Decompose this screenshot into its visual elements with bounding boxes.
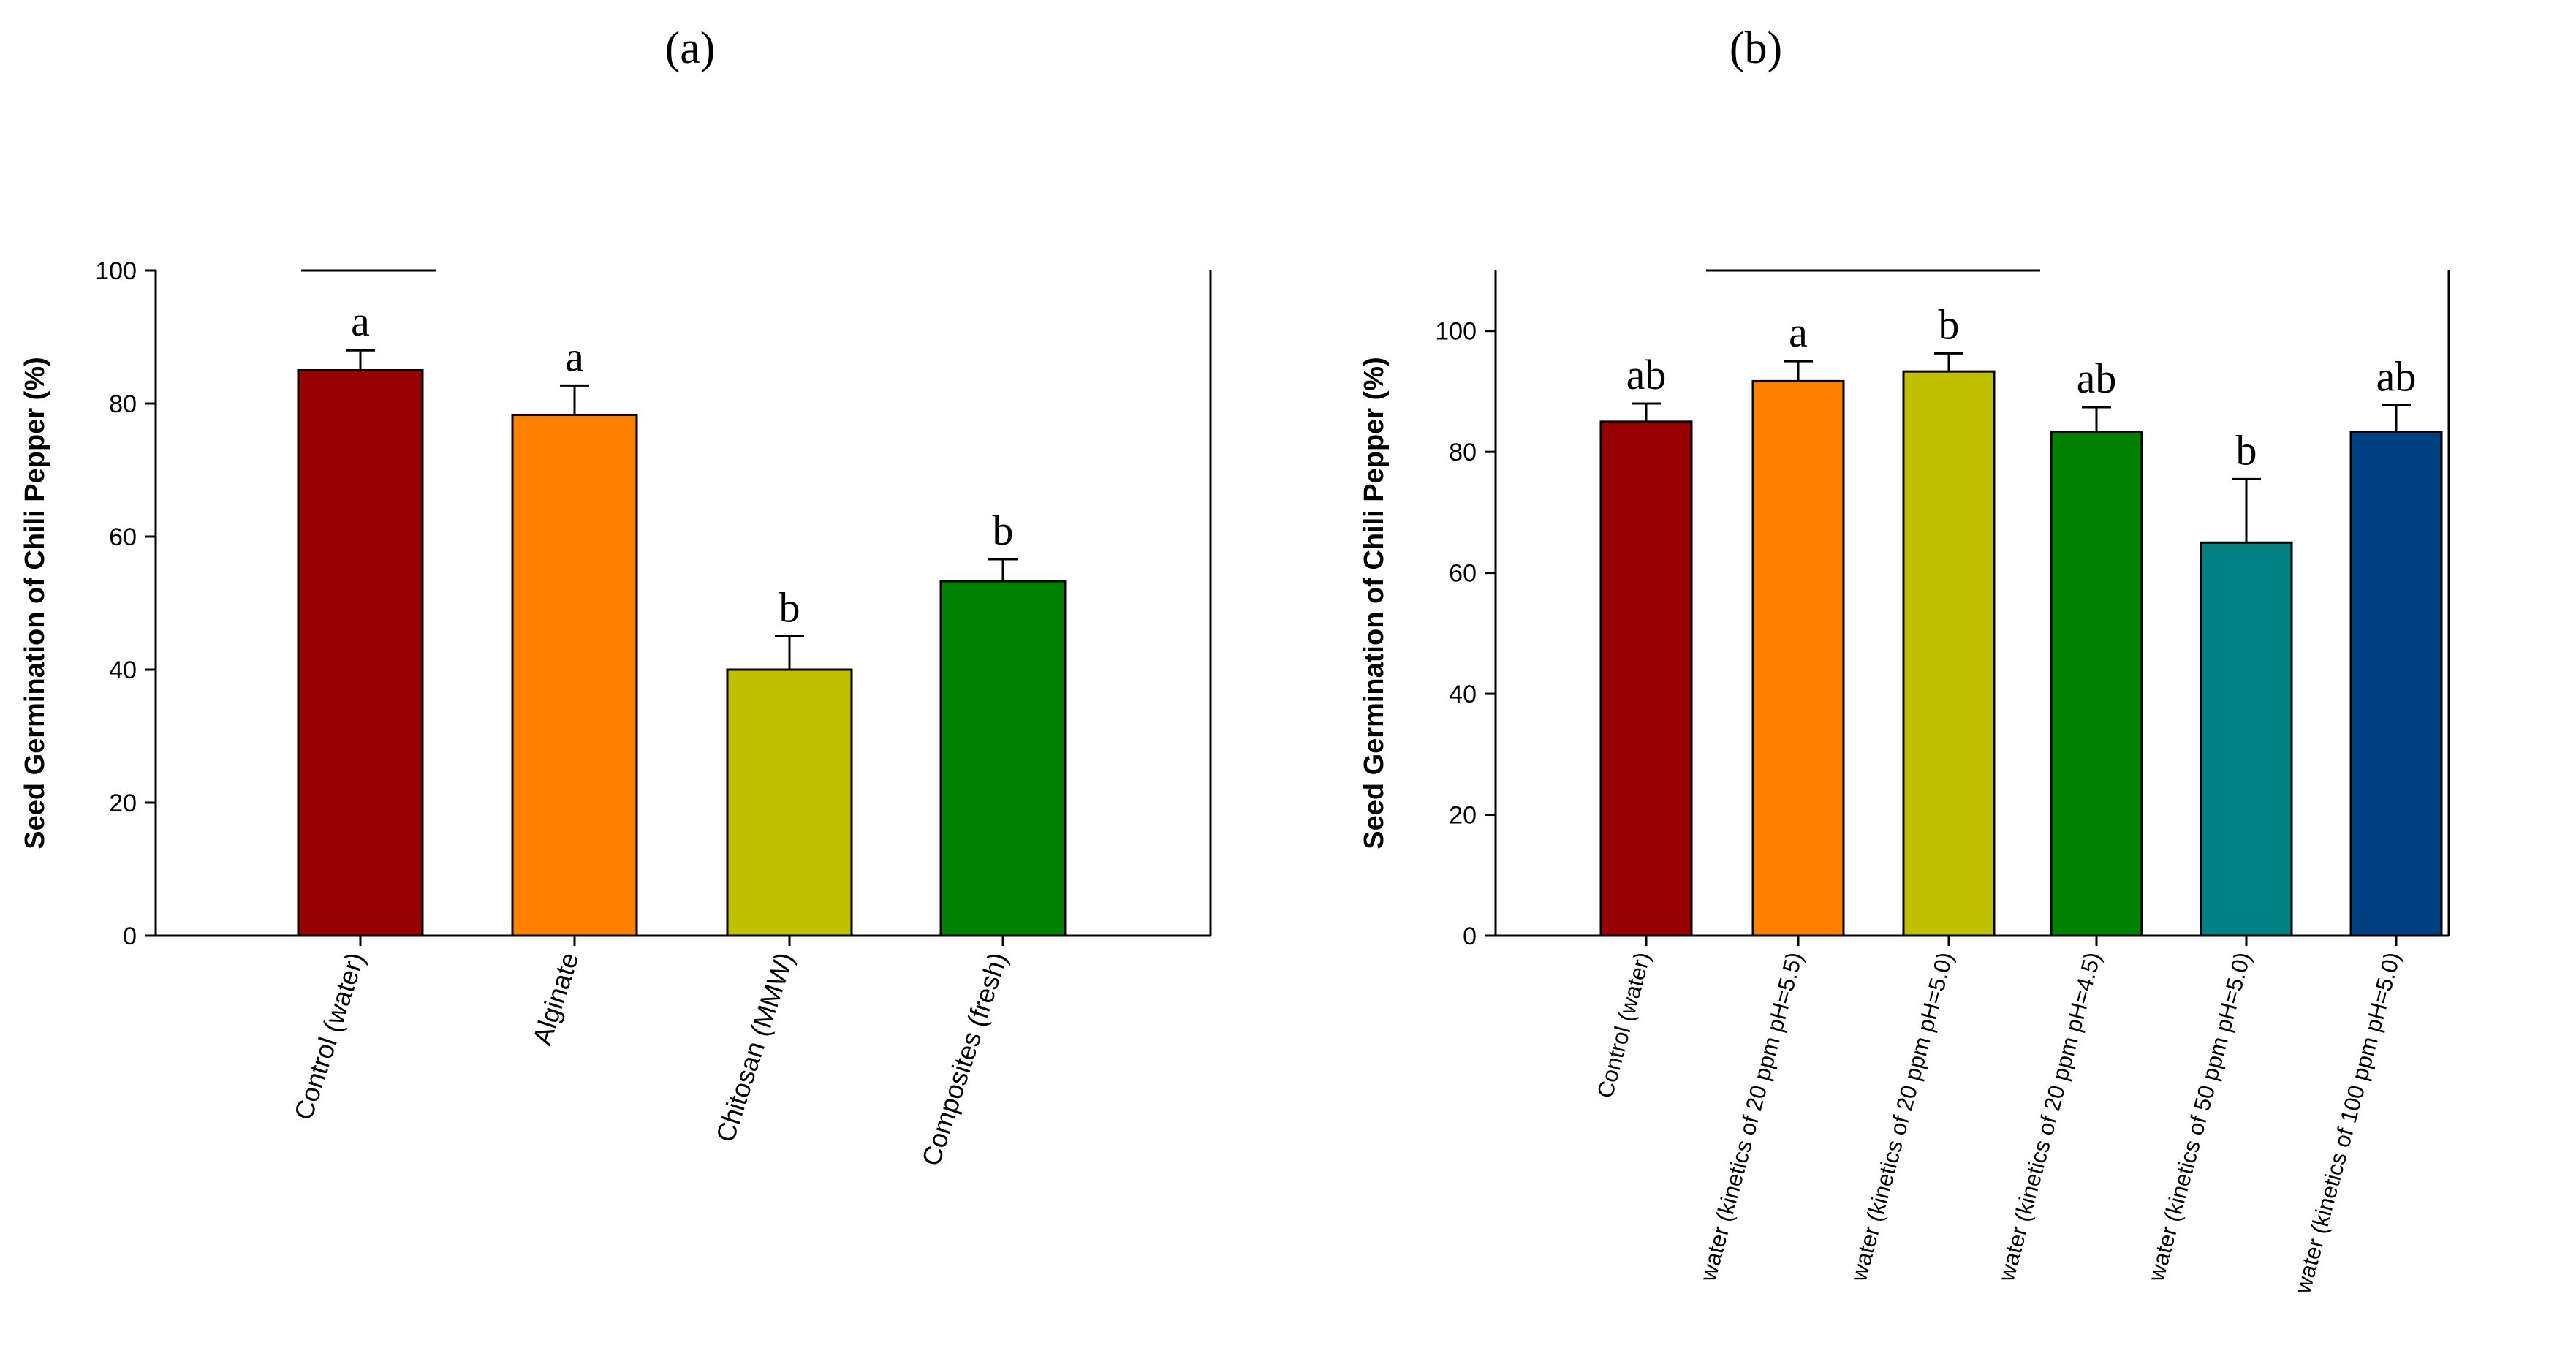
chart-b-significance-2: b <box>1939 300 1960 348</box>
chart-b-bar-2 <box>1902 370 1996 937</box>
chart-b-y-tick-label-3: 60 <box>1449 560 1477 588</box>
panel-label-b: (b) <box>1730 23 1782 73</box>
chart-b-bar-4 <box>2200 541 2293 937</box>
panel-label-a: (a) <box>665 23 716 73</box>
chart-a-y-tick-label-1: 20 <box>109 789 137 817</box>
chart-a-significance-2: b <box>779 584 800 632</box>
chart-a-bar-2 <box>726 668 853 937</box>
chart-a-bar-3 <box>939 580 1067 937</box>
chart-a-category-label-2: Chitosan (MMW) <box>710 949 799 1146</box>
chart-b: 0 20 40 60 80 100 Seed Germination of Chili Pe… <box>1359 269 2450 1297</box>
chart-a-y-tick-label-2: 40 <box>109 656 137 684</box>
chart-a-y-tick-label-5: 100 <box>95 257 137 285</box>
chart-b-significance-4: b <box>2236 426 2257 474</box>
chart-b-y-tick-label-2: 40 <box>1449 681 1477 708</box>
chart-b-y-axis-title: Seed Germination of Chili Pepper (%) <box>1359 357 1390 849</box>
chart-b-bar-5 <box>2349 431 2443 937</box>
chart-a: 0 20 40 60 80 100 Seed Germination of Chili Pe… <box>20 257 1212 1170</box>
chart-a-significance-1: a <box>565 333 584 380</box>
chart-b-bar-3 <box>2050 431 2143 937</box>
chart-a-significance-0: a <box>351 298 370 345</box>
chart-b-category-label-2: water (kinetics of 20 ppm pH=5.0) <box>1846 950 1958 1285</box>
chart-a-bar-1 <box>511 413 638 937</box>
chart-b-category-label-4: water (kinetics of 50 ppm pH=5.0) <box>2143 950 2256 1285</box>
chart-b-significance-1: a <box>1789 308 1808 356</box>
chart-a-bar-0 <box>297 369 424 937</box>
chart-a-category-label-0: Control (water) <box>288 949 371 1124</box>
chart-b-y-tick-label-5: 100 <box>1435 318 1477 346</box>
chart-b-y-tick-label-0: 0 <box>1463 923 1477 950</box>
chart-a-y-axis-title: Seed Germination of Chili Pepper (%) <box>20 357 50 849</box>
chart-b-bar-1 <box>1751 379 1845 937</box>
chart-b-y-tick-label-1: 20 <box>1449 802 1477 830</box>
chart-b-significance-5: ab <box>2376 352 2417 400</box>
chart-b-category-label-0: Control (water) <box>1592 950 1656 1101</box>
chart-b-significance-3: ab <box>2077 355 2117 402</box>
chart-a-category-label-1: Alginate <box>526 949 584 1048</box>
chart-a-significance-3: b <box>993 507 1014 554</box>
chart-a-y-tick-label-3: 60 <box>109 523 137 551</box>
chart-b-significance-0: ab <box>1626 351 1667 398</box>
chart-b-bar-0 <box>1599 420 1693 937</box>
chart-b-category-label-3: water (kinetics of 20 ppm pH=4.5) <box>1993 950 2106 1285</box>
chart-a-category-label-3: Composites (fresh) <box>916 949 1013 1170</box>
chart-a-y-tick-label-4: 80 <box>109 390 137 418</box>
chart-b-category-label-1: water (kinetics of 20 ppm pH=5.5) <box>1695 950 1808 1285</box>
chart-a-y-tick-label-0: 0 <box>123 923 137 950</box>
chart-b-category-label-5: water (kinetics of 100 ppm pH=5.0) <box>2289 950 2406 1297</box>
chart-b-y-tick-label-4: 80 <box>1449 439 1477 466</box>
